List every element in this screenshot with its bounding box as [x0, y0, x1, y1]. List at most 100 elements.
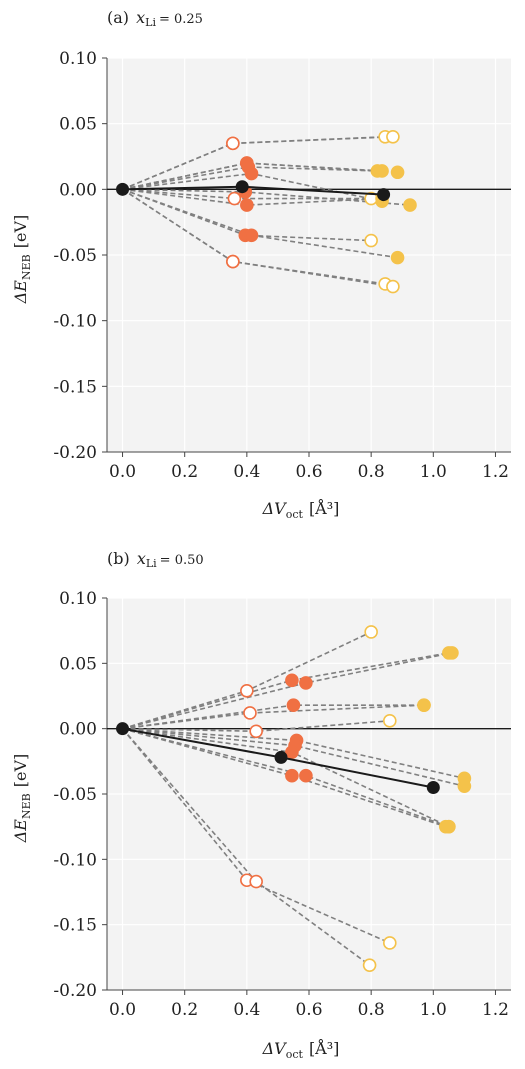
- panel-title: (b) xLi = 0.50: [107, 549, 204, 570]
- midpoint-marker: [285, 768, 299, 783]
- y-tick-label: 0.05: [59, 115, 97, 135]
- y-tick-label: -0.20: [53, 981, 97, 1001]
- midpoint-marker: [226, 136, 240, 151]
- endpoint-marker: [445, 646, 459, 660]
- path-connector: [122, 166, 378, 191]
- midpoint-marker: [240, 198, 254, 212]
- x-tick-label: 0.6: [295, 462, 322, 482]
- path-connector: [122, 727, 465, 780]
- path-connector: [122, 162, 398, 191]
- y-tick-label: -0.05: [53, 785, 97, 805]
- x-axis-label-sub: oct: [286, 1048, 304, 1061]
- midpoint-marker: [227, 191, 242, 206]
- y-tick-label: 0.05: [59, 654, 97, 674]
- path-connector: [122, 720, 390, 733]
- endpoint-marker: [390, 165, 405, 180]
- endpoint-marker: [457, 779, 472, 793]
- x-axis-label-main: ΔV: [262, 1039, 288, 1058]
- x-tick-label: 0.8: [358, 462, 385, 482]
- mean-path-marker: [377, 188, 391, 202]
- x-tick-label: 1.0: [420, 1000, 447, 1020]
- panel-label: (b): [107, 549, 135, 568]
- y-axis-label-sub: NEB: [20, 793, 33, 819]
- y-tick-label: -0.20: [53, 443, 97, 463]
- midpoint-marker: [244, 228, 259, 243]
- y-tick-label: -0.05: [53, 246, 97, 266]
- mean-path-marker: [116, 182, 130, 196]
- midpoint-marker: [244, 166, 259, 181]
- endpoint-marker: [364, 625, 378, 639]
- endpoint-marker: [382, 714, 397, 728]
- title-variable: x: [137, 549, 146, 568]
- x-tick-label: 0.4: [233, 1000, 260, 1020]
- endpoint-marker: [382, 936, 397, 950]
- y-axis-label-unit: [eV]: [11, 215, 30, 249]
- y-tick-label: 0.10: [59, 49, 97, 69]
- y-tick-label: 0.00: [59, 720, 97, 740]
- mean-path-marker: [116, 722, 130, 736]
- endpoint-marker: [364, 233, 378, 248]
- y-axis-label-main: ΔE: [11, 280, 30, 305]
- y-axis-label-unit: [eV]: [11, 754, 30, 788]
- path-connector: [122, 136, 393, 191]
- y-axis-label: ΔENEB [eV]: [11, 754, 33, 844]
- x-tick-label: 0.0: [109, 462, 136, 482]
- title-subscript: Li: [145, 16, 156, 29]
- endpoint-marker: [442, 819, 456, 834]
- y-tick-label: -0.15: [53, 377, 97, 397]
- panel-label: (a): [107, 8, 134, 27]
- panel-title: (a) xLi = 0.25: [107, 8, 203, 29]
- panel-b: 0.10 0.05 0.00 -0.05 -0.10 -0.15 -0.20 0.0 0.2 0.…: [11, 549, 511, 1061]
- midpoint-marker: [249, 874, 263, 889]
- midpoint-marker: [285, 745, 299, 759]
- x-tick-label: 1.0: [420, 462, 447, 482]
- midpoint-marker: [240, 683, 254, 698]
- y-tick-label: -0.10: [53, 312, 97, 332]
- y-tick-label: -0.15: [53, 916, 97, 936]
- mean-path-marker: [426, 780, 440, 794]
- y-axis-label-main: ΔE: [11, 819, 30, 844]
- path-connector: [122, 727, 465, 787]
- title-value: = 0.50: [160, 553, 204, 568]
- endpoint-marker: [417, 698, 431, 712]
- midpoint-marker: [249, 724, 263, 739]
- endpoint-marker: [403, 198, 417, 212]
- midpoint-marker: [243, 706, 257, 720]
- x-tick-label: 1.2: [482, 1000, 509, 1020]
- endpoint-marker: [390, 250, 405, 265]
- x-axis-label: ΔVoct [Å³]: [262, 498, 340, 521]
- x-tick-label: 1.2: [482, 462, 509, 482]
- title-value: = 0.25: [159, 12, 203, 27]
- y-tick-label: 0.10: [59, 589, 97, 609]
- path-connector: [122, 727, 450, 828]
- x-tick-label: 0.2: [171, 462, 198, 482]
- x-axis-label-unit: [Å³]: [309, 1038, 339, 1058]
- title-subscript: Li: [146, 557, 157, 570]
- endpoint-marker: [386, 279, 400, 294]
- y-tick-label: 0.00: [59, 180, 97, 200]
- mean-path-marker: [274, 750, 288, 764]
- x-axis-label-unit: [Å³]: [309, 498, 339, 518]
- y-tick-label: -0.10: [53, 850, 97, 870]
- x-tick-label: 0.2: [171, 1000, 198, 1020]
- x-axis-label-sub: oct: [286, 508, 304, 521]
- midpoint-marker: [226, 254, 240, 269]
- x-axis-label-main: ΔV: [262, 499, 288, 518]
- midpoint-marker: [299, 676, 313, 690]
- y-axis-label-sub: NEB: [20, 254, 33, 280]
- endpoint-marker: [362, 958, 377, 972]
- midpoint-marker: [299, 768, 313, 783]
- title-variable: x: [136, 8, 145, 27]
- endpoint-marker: [370, 164, 385, 178]
- panel-a: 0.10 0.05 0.00 -0.05 -0.10 -0.15 -0.20 0.0 0.2 0.…: [11, 8, 511, 521]
- x-tick-label: 0.6: [295, 1000, 322, 1020]
- x-tick-label: 0.8: [358, 1000, 385, 1020]
- x-axis-label: ΔVoct [Å³]: [262, 1038, 340, 1061]
- path-connector: [122, 727, 446, 828]
- mean-path-marker: [235, 180, 249, 194]
- path-connector: [122, 188, 383, 206]
- midpoint-marker: [286, 698, 301, 712]
- midpoint-marker: [285, 673, 299, 688]
- x-tick-label: 0.4: [233, 462, 260, 482]
